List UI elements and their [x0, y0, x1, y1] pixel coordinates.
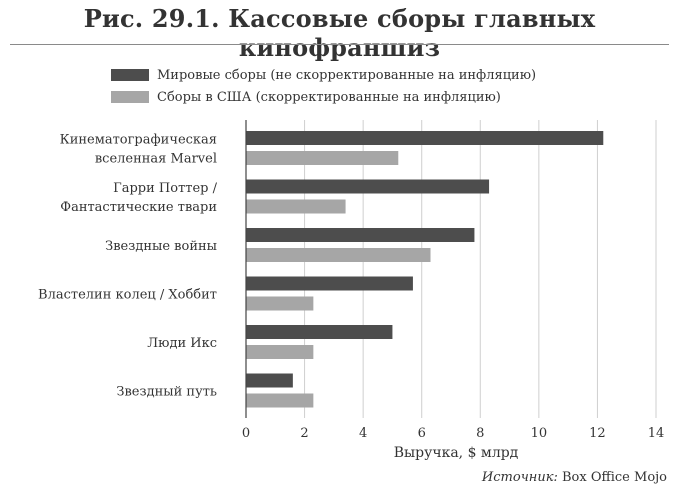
legend-label-worldwide: Мировые сборы (не скорректированные на и… — [157, 67, 537, 83]
x-tick-label-6: 12 — [589, 426, 606, 441]
x-axis-title: Выручка, $ млрд — [394, 445, 519, 461]
x-tick-label-5: 10 — [531, 426, 548, 441]
bar-us-1 — [246, 199, 346, 214]
x-tick-label-4: 8 — [476, 426, 484, 441]
category-label-0-line-1: вселенная Marvel — [95, 152, 217, 167]
legend-swatch-us — [111, 91, 149, 103]
bar-worldwide-3 — [246, 276, 413, 291]
legend-label-us: Сборы в США (скорректированные на инфляц… — [157, 89, 501, 105]
category-label-1-line-1: Фантастические твари — [60, 200, 217, 215]
category-label-4-line-0: Люди Икс — [147, 336, 217, 351]
source-text: Box Office Mojo — [562, 470, 667, 485]
bar-worldwide-2 — [246, 228, 475, 242]
bar-us-2 — [246, 248, 431, 262]
bar-worldwide-1 — [246, 179, 490, 194]
category-label-5-line-0: Звездный путь — [116, 385, 217, 400]
category-label-0-line-0: Кинематографическая — [60, 133, 217, 148]
x-tick-label-2: 4 — [359, 426, 367, 441]
bar-us-5 — [246, 393, 314, 408]
x-tick-label-7: 14 — [648, 426, 665, 441]
legend-item-worldwide: Мировые сборы (не скорректированные на и… — [111, 64, 536, 86]
bar-us-0 — [246, 151, 399, 165]
title-divider — [10, 44, 669, 45]
x-tick-label-3: 6 — [418, 426, 426, 441]
bar-worldwide-0 — [246, 131, 604, 145]
bar-worldwide-5 — [246, 373, 293, 388]
bar-worldwide-4 — [246, 325, 393, 339]
category-label-2-line-0: Звездные войны — [105, 239, 217, 254]
category-label-3-line-0: Властелин колец / Хоббит — [38, 288, 217, 303]
chart-legend: Мировые сборы (не скорректированные на и… — [111, 64, 536, 108]
x-tick-label-0: 0 — [242, 426, 250, 441]
bar-us-4 — [246, 345, 314, 359]
legend-swatch-worldwide — [111, 69, 149, 81]
x-tick-label-1: 2 — [300, 426, 308, 441]
category-label-1-line-0: Гарри Поттер / — [113, 181, 217, 196]
source-note: Источник: Box Office Mojo — [482, 470, 667, 485]
source-prefix: Источник: — [481, 470, 558, 485]
legend-item-us: Сборы в США (скорректированные на инфляц… — [111, 86, 536, 108]
chart-title: Рис. 29.1. Кассовые сборы главных кинофр… — [83, 4, 596, 62]
bar-us-3 — [246, 296, 314, 311]
